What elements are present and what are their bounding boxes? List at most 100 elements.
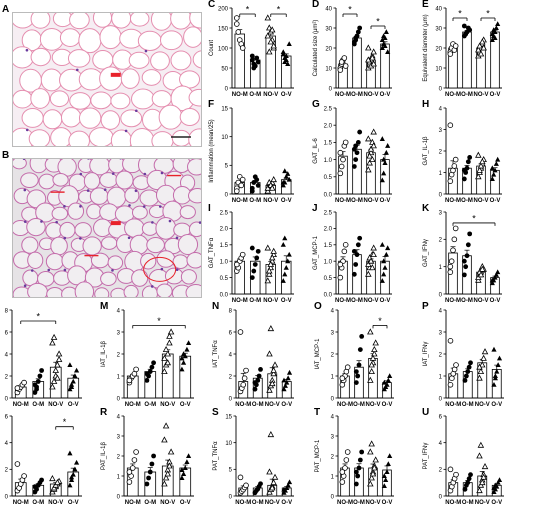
data-point [255,183,261,188]
data-point [73,459,80,465]
data-point [369,264,376,271]
y-tick-label: 2.5 [220,210,229,216]
y-axis-label: Inflammation (mean/25) [209,119,215,182]
data-point [478,361,486,368]
adipocyte-cell [179,205,196,220]
panel-letter: O [314,301,322,312]
y-tick-label: 1.5 [324,141,333,147]
data-point [357,347,363,352]
y-tick-label: 0 [5,396,9,402]
x-tick-label: O-V [380,92,391,98]
data-point [464,253,470,259]
chart-panel-c: C 0 50 100 150 200 Count NO-M O-M NO-V O-V * * [208,0,294,98]
data-point [286,176,292,182]
data-point [367,328,374,335]
nucleus-dot [151,221,154,224]
nucleus-dot [30,269,34,272]
adipocyte-cell [26,217,46,237]
data-point [270,370,277,377]
x-tick-label: NO-V [160,500,175,506]
data-point [285,171,291,176]
y-tick-label: 2 [439,468,443,474]
nucleus-dot [135,109,138,113]
y-tick-label: 2 [439,238,443,244]
data-point [235,29,242,35]
y-tick-label: 4 [117,414,121,420]
nucleus-dot [25,48,29,52]
y-tick-label: 2 [117,352,121,358]
x-tick-label: O-V [281,402,292,408]
y-tick-label: 40 [435,6,442,12]
data-point [452,43,459,49]
significance-star: * [157,316,161,326]
data-point [280,278,286,283]
data-point [239,251,246,258]
x-tick-label: O-V [180,500,191,506]
x-tick-label: O-V [491,500,502,506]
data-point [285,61,291,66]
data-point [271,473,279,480]
data-point [382,43,388,48]
y-tick-label: 0.5 [324,276,333,282]
x-tick-label: NO-M [235,402,251,408]
adipocyte-cell [110,92,131,110]
data-point [268,26,276,33]
adipocyte-cell [188,128,201,146]
y-axis-label: PAT_IL-1β [101,441,107,469]
x-tick-label: NO-M [232,298,248,304]
data-point [382,264,388,270]
bar [490,169,500,195]
data-point [282,235,288,241]
x-tick-label: O-M [249,92,261,98]
nucleus-dot [175,268,179,272]
significance-star: * [348,5,352,15]
data-point [35,379,41,384]
data-point [166,462,173,469]
data-point [282,271,288,277]
data-point [385,143,391,148]
x-tick-label: NO-M [337,402,353,408]
y-tick-label: 4 [117,308,121,314]
data-point [489,176,495,181]
data-point [249,53,255,59]
y-tick-label: 2 [5,468,9,474]
data-point [462,378,468,383]
data-point [72,373,78,378]
nucleus-dot [55,220,58,224]
data-point [369,54,376,61]
data-point [476,363,483,370]
data-point [479,38,486,45]
data-point [467,231,473,237]
data-point [265,267,273,274]
data-point [251,268,257,274]
y-tick-label: 0.5 [324,175,333,181]
data-point [384,469,390,474]
x-tick-label: NO-V [364,198,379,204]
x-tick-label: NO-V [366,402,381,408]
data-point [252,380,258,385]
x-tick-label: NO-M [125,500,141,506]
data-point [382,160,388,166]
data-point [369,155,376,163]
data-point [461,23,467,29]
data-point [385,461,391,466]
adipocyte-cell [49,90,70,108]
chart-panel-i: I 0.0 0.5 1.0 1.5 2.0 2.5 GAT_TNFα NO-M O-M NO-V O-… [208,203,294,304]
adipocyte-cell [188,188,201,204]
data-point [359,334,365,339]
data-point [179,355,185,361]
x-tick-label: O-M [351,92,363,98]
significance-star: * [63,417,67,427]
data-point [489,37,495,42]
data-point [492,35,498,40]
x-tick-label: NO-V [475,500,490,506]
y-tick-label: 0.0 [324,192,333,198]
adipocyte-cell [192,50,201,69]
data-point [491,346,497,352]
adipocyte-cell [159,30,183,51]
nucleus-dot [63,268,67,272]
adipocyte-cell [141,69,162,86]
data-point [357,235,363,241]
data-point [267,431,275,438]
